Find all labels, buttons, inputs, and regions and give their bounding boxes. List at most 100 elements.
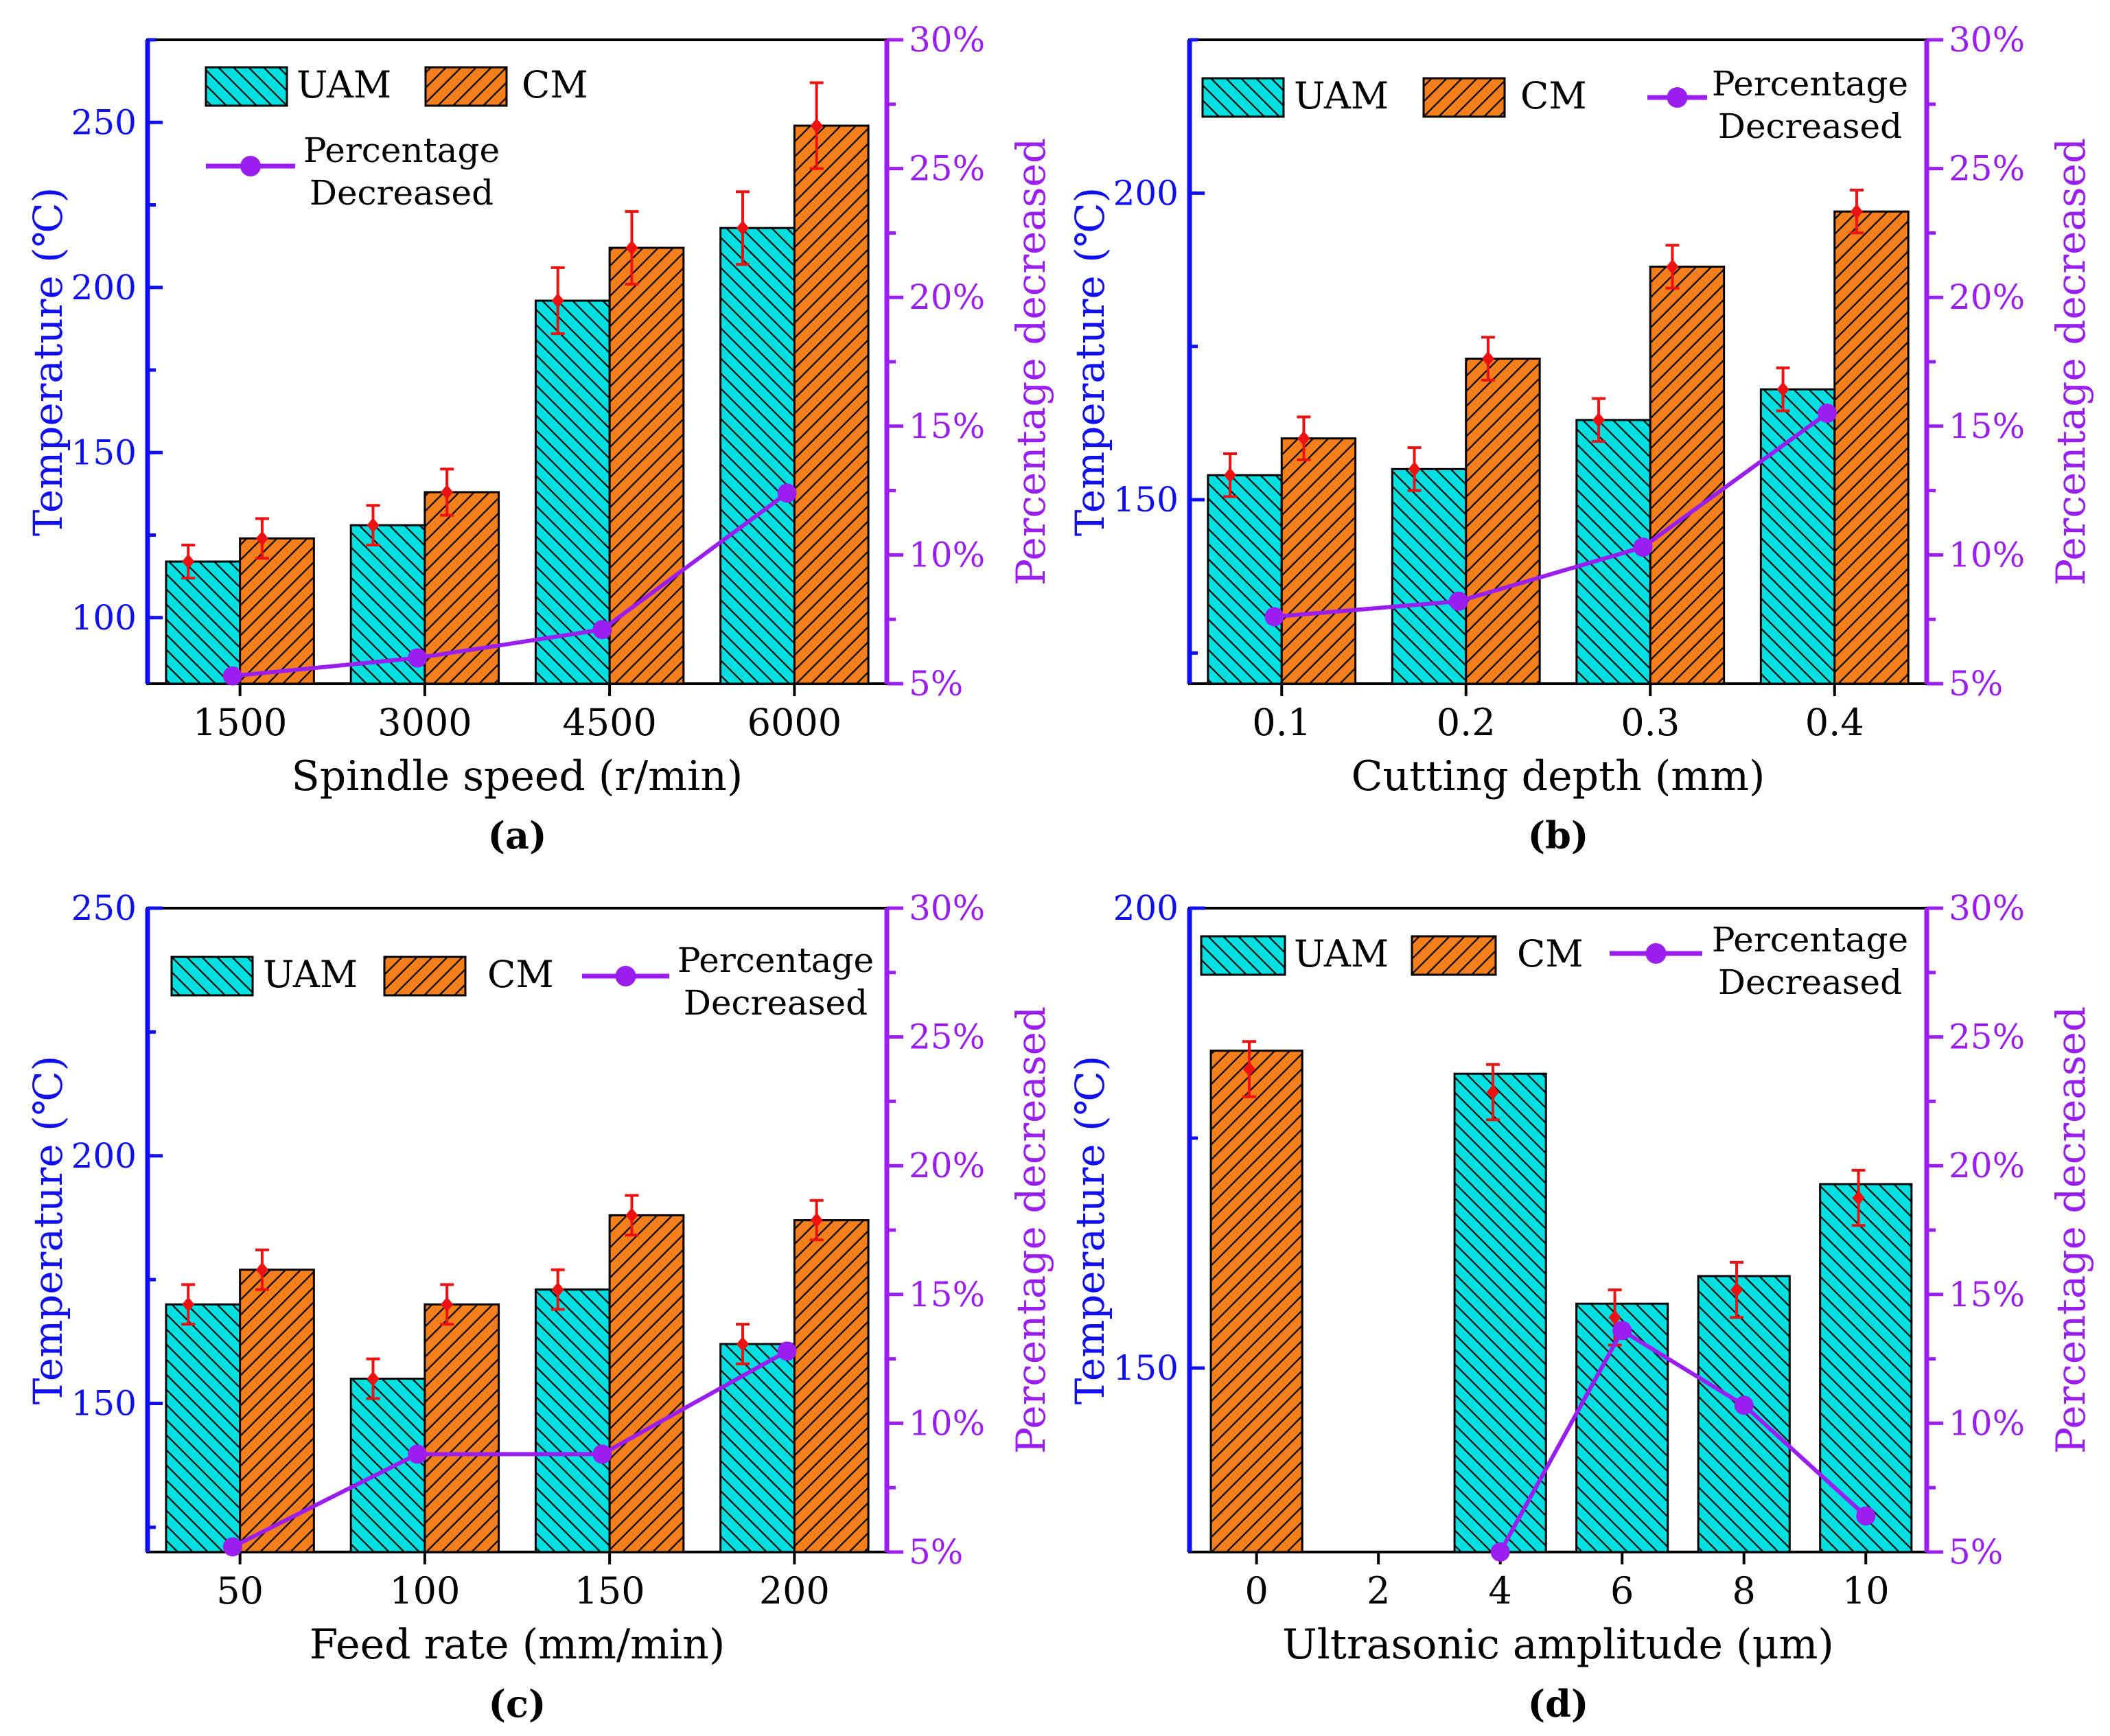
x-tick-label: 0: [1244, 1569, 1268, 1612]
error-marker: [255, 1262, 268, 1277]
bar-uam: [1207, 474, 1283, 685]
bar-cm: [239, 537, 315, 685]
legend-line-marker: [1667, 87, 1688, 108]
legend-label-uam: UAM: [1294, 74, 1389, 117]
error-marker: [1852, 1190, 1865, 1206]
y-tick-label: 150: [71, 1384, 137, 1424]
legend-line-marker: [615, 966, 636, 986]
legend-swatch-uam: [1200, 935, 1286, 976]
x-tick-label: 100: [389, 1569, 460, 1612]
x-tick-label: 6000: [747, 701, 842, 744]
percentage-point: [777, 483, 797, 503]
legend-swatch-uam: [170, 956, 254, 997]
error-marker: [551, 1282, 564, 1297]
legend-label-uam: UAM: [297, 63, 391, 106]
y2-tick-label: 30%: [1949, 888, 2025, 928]
y-tick-label: 200: [1113, 888, 1179, 928]
y2-tick-label: 5%: [909, 1532, 963, 1572]
y-tick-label: 200: [1113, 173, 1179, 213]
bar-uam: [165, 1303, 242, 1553]
x-tick-label: 1500: [193, 701, 287, 744]
legend-swatch-uam: [205, 66, 288, 107]
error-marker: [441, 485, 454, 500]
panel-label: (c): [489, 1682, 546, 1726]
y-axis-title: Temperature (℃): [25, 187, 71, 537]
error-marker: [736, 220, 749, 236]
legend-label-line-1: Percentage: [677, 940, 874, 980]
legend-swatch-cm: [1411, 935, 1497, 976]
legend-label-uam: UAM: [263, 953, 358, 996]
percentage-point: [1633, 537, 1653, 557]
x-tick-label: 4500: [562, 701, 656, 744]
error-marker: [1666, 259, 1679, 275]
error-marker: [1481, 351, 1494, 367]
y2-tick-label: 30%: [909, 888, 985, 928]
y2-tick-label: 20%: [1949, 1146, 2025, 1185]
x-tick-label: 200: [759, 1569, 830, 1612]
panel-2: 150 200 250 5% 10% 15% 20% 25% 30% Temperature (℃…: [25, 888, 1054, 1726]
percentage-point: [1818, 404, 1837, 424]
percentage-point: [222, 1537, 242, 1557]
percentage-point: [1612, 1321, 1632, 1341]
bar-uam: [165, 560, 242, 685]
error-marker: [182, 1297, 195, 1312]
y-tick-label: 150: [1113, 1348, 1179, 1388]
error-marker: [1776, 382, 1789, 397]
bar-uam: [719, 1343, 796, 1553]
panel-label: (d): [1528, 1682, 1589, 1726]
percentage-line: [232, 491, 789, 678]
error-marker: [736, 1336, 749, 1352]
error-marker: [810, 118, 823, 134]
bar-cm: [424, 1303, 500, 1553]
legend-line-marker: [240, 156, 261, 176]
bar-uam: [349, 1377, 426, 1553]
legend-label-line-1: Percentage: [1712, 920, 1908, 960]
percentage-point: [1490, 1542, 1510, 1562]
error-marker: [551, 293, 564, 309]
y2-tick-label: 15%: [909, 1275, 985, 1315]
legend-swatch-cm: [424, 66, 508, 107]
legend-label-line-2: Decreased: [1718, 962, 1902, 1002]
bar-cm: [1209, 1050, 1303, 1553]
y2-axis-title: Percentage decreased: [1008, 1006, 1054, 1454]
bar-cm: [1833, 210, 1910, 685]
y2-axis-title: Percentage decreased: [2048, 138, 2094, 586]
bar-cm: [1649, 266, 1726, 685]
y-tick-label: 200: [71, 268, 137, 308]
percentage-point: [1856, 1506, 1876, 1526]
percentage-point: [592, 620, 612, 640]
error-marker: [255, 531, 268, 546]
bar-uam: [1759, 388, 1836, 685]
error-marker: [1242, 1061, 1255, 1077]
legend-label-line-2: Decreased: [684, 983, 868, 1023]
y-axis-title: Temperature (℃): [1067, 1056, 1113, 1405]
error-marker: [367, 1371, 380, 1387]
y-tick-label: 150: [71, 432, 137, 472]
x-axis-title: Ultrasonic amplitude (μm): [1282, 1621, 1834, 1669]
legend-label-cm: CM: [1517, 932, 1584, 975]
legend-label-cm: CM: [522, 63, 588, 106]
error-marker: [441, 1297, 454, 1312]
x-axis-title: Feed rate (mm/min): [310, 1621, 726, 1669]
x-tick-label: 6: [1610, 1569, 1634, 1612]
error-marker: [1487, 1085, 1500, 1100]
y2-tick-label: 5%: [1949, 664, 2003, 704]
y2-tick-label: 15%: [909, 406, 985, 446]
y2-tick-label: 5%: [909, 664, 963, 704]
y2-axis-title: Percentage decreased: [2048, 1006, 2094, 1454]
percentage-point: [777, 1341, 797, 1361]
y2-tick-label: 10%: [909, 535, 985, 575]
percentage-point: [1264, 607, 1284, 627]
y2-tick-label: 25%: [1949, 149, 2025, 189]
error-marker: [810, 1212, 823, 1228]
x-tick-label: 0.2: [1437, 701, 1496, 744]
bar-uam: [1453, 1072, 1547, 1553]
error-marker: [1730, 1282, 1743, 1298]
legend-swatch-cm: [1422, 77, 1506, 118]
x-axis-title: Cutting depth (mm): [1352, 752, 1765, 800]
bar-cm: [608, 1214, 685, 1553]
bar-cm: [239, 1269, 315, 1553]
x-tick-label: 0.4: [1805, 701, 1864, 744]
